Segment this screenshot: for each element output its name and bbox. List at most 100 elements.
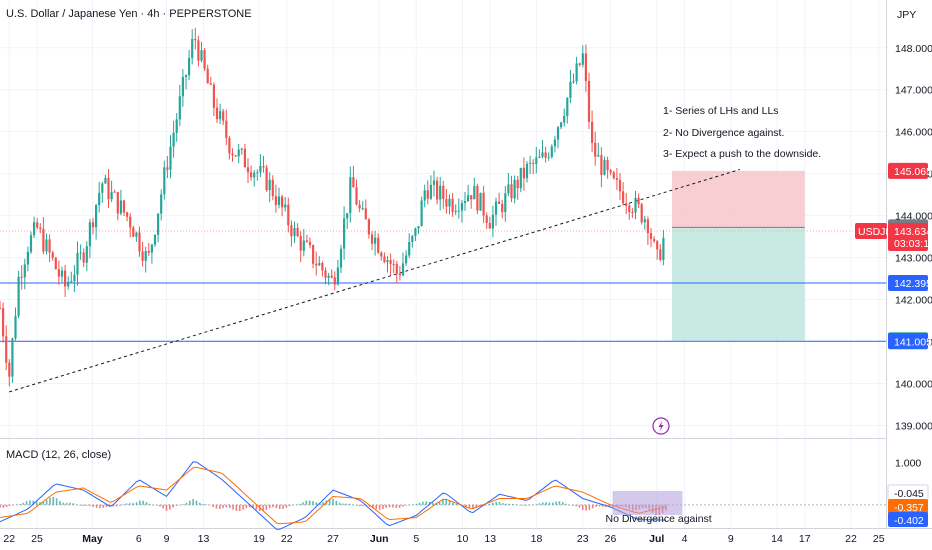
candle-body — [392, 263, 395, 265]
candle-body — [33, 222, 36, 236]
time-tick-label: 17 — [799, 533, 811, 545]
macd-histogram-bar — [395, 504, 398, 508]
macd-histogram-bar — [415, 503, 418, 505]
macd-histogram-bar — [72, 503, 75, 505]
time-tick-label: Jul — [649, 533, 664, 545]
candle-body — [491, 214, 494, 229]
macd-histogram-bar — [202, 503, 204, 505]
macd-histogram-bar — [2, 504, 5, 508]
candle-body — [290, 225, 293, 237]
candle-body — [308, 241, 312, 246]
annotation-1: 1- Series of LHs and LLs — [663, 105, 779, 117]
candle-body — [188, 58, 191, 76]
macd-histogram-bar — [348, 503, 351, 505]
time-tick-label: 19 — [253, 533, 265, 545]
macd-line — [0, 461, 667, 530]
macd-histogram-bar — [575, 504, 577, 507]
candle-body — [411, 236, 414, 242]
candle-body — [88, 222, 91, 247]
candle-body — [457, 210, 460, 212]
macd-histogram-bar — [308, 500, 311, 505]
macd-histogram-bar — [255, 504, 258, 510]
macd-histogram-bar — [238, 504, 241, 512]
candle-body — [482, 192, 485, 216]
candle-body — [203, 50, 206, 69]
time-axis[interactable]: 22 25 May 6 9 13 19 22 27 Jun 5 10 13 18 23 26 Jul 4 9 14 17… — [3, 533, 884, 545]
macd-histogram-bar — [169, 504, 171, 510]
time-tick-label: 25 — [31, 533, 43, 545]
candle-body — [327, 275, 330, 278]
macd-histogram-bar — [392, 504, 394, 508]
macd-histogram-bar — [412, 504, 414, 505]
time-tick-label: 22 — [281, 533, 293, 545]
candle-body — [265, 167, 268, 191]
current-price-tag: USDJPY 143.634 03:03:13 — [855, 222, 932, 251]
macd-histogram-bar — [42, 501, 45, 505]
candle-body — [178, 96, 181, 120]
macd-histogram-bar — [109, 504, 111, 507]
macd-histogram-bar — [189, 500, 191, 505]
candle-body — [330, 275, 333, 278]
macd-histogram-bar — [448, 500, 451, 505]
candle-body — [445, 198, 448, 207]
macd-histogram-bar — [568, 504, 571, 506]
time-tick-label: 23 — [577, 533, 589, 545]
macd-histogram-bar — [472, 504, 474, 509]
macd-histogram-bar — [345, 503, 348, 505]
time-tick-label: 9 — [728, 533, 734, 545]
lightning-icon[interactable] — [652, 417, 670, 435]
macd-histogram-bar — [315, 502, 318, 505]
macd-histogram-bar — [272, 504, 274, 508]
horizontal-levels[interactable] — [0, 282, 886, 342]
candle-body — [181, 77, 184, 97]
macd-histogram-bar — [462, 504, 464, 506]
macd-histogram-bar — [45, 499, 48, 505]
rising-trendline[interactable] — [9, 168, 741, 393]
macd-histogram-bar — [225, 504, 228, 508]
candle-body — [287, 204, 290, 226]
candle-body — [209, 83, 212, 85]
macd-histogram-bar — [402, 504, 404, 507]
take-profit-zone[interactable] — [672, 227, 805, 341]
candle-body — [116, 192, 119, 214]
macd-tick-label: 1.000 — [895, 458, 921, 470]
candle-body — [243, 148, 246, 168]
candle-body — [581, 53, 584, 65]
macd-axis[interactable]: 1.000 — [895, 458, 921, 470]
candle-body — [281, 196, 284, 208]
price-tick-label: 139.000 — [895, 420, 932, 432]
macd-histogram-bar — [159, 504, 161, 507]
candle-body — [575, 63, 578, 82]
candlesticks — [0, 27, 665, 387]
candle-body — [646, 219, 649, 234]
time-tick-label: 9 — [164, 533, 170, 545]
macd-histogram-bar — [95, 504, 98, 508]
macd-histogram-bar — [119, 504, 121, 506]
time-tick-label: 25 — [873, 533, 885, 545]
time-tick-label: 27 — [327, 533, 339, 545]
price-tag: 142.395 — [888, 274, 932, 291]
candle-body — [544, 152, 547, 158]
macd-histogram-bar — [512, 503, 514, 505]
candle-body — [70, 281, 73, 283]
divergence-highlight-box[interactable] — [612, 491, 683, 515]
macd-histogram-bar — [571, 504, 574, 506]
macd-histogram-bar — [285, 504, 288, 508]
macd-histogram-bar — [282, 504, 284, 509]
candle-body — [101, 183, 104, 193]
stop-loss-zone[interactable] — [672, 170, 805, 228]
macd-histogram-bar — [192, 499, 194, 505]
candle-body — [597, 155, 600, 157]
candle-body — [141, 251, 144, 261]
macd-histogram-bar — [555, 501, 557, 505]
candle-body — [488, 222, 491, 229]
candle-body — [299, 236, 302, 251]
current-price-label: 143.634 — [894, 226, 932, 238]
macd-histogram-bar — [312, 501, 314, 505]
macd-histogram-bar — [332, 498, 334, 505]
macd-pane[interactable] — [0, 439, 886, 528]
candle-body — [529, 162, 532, 164]
macd-histogram-bar — [561, 502, 564, 505]
macd-histogram-bar — [298, 503, 301, 505]
